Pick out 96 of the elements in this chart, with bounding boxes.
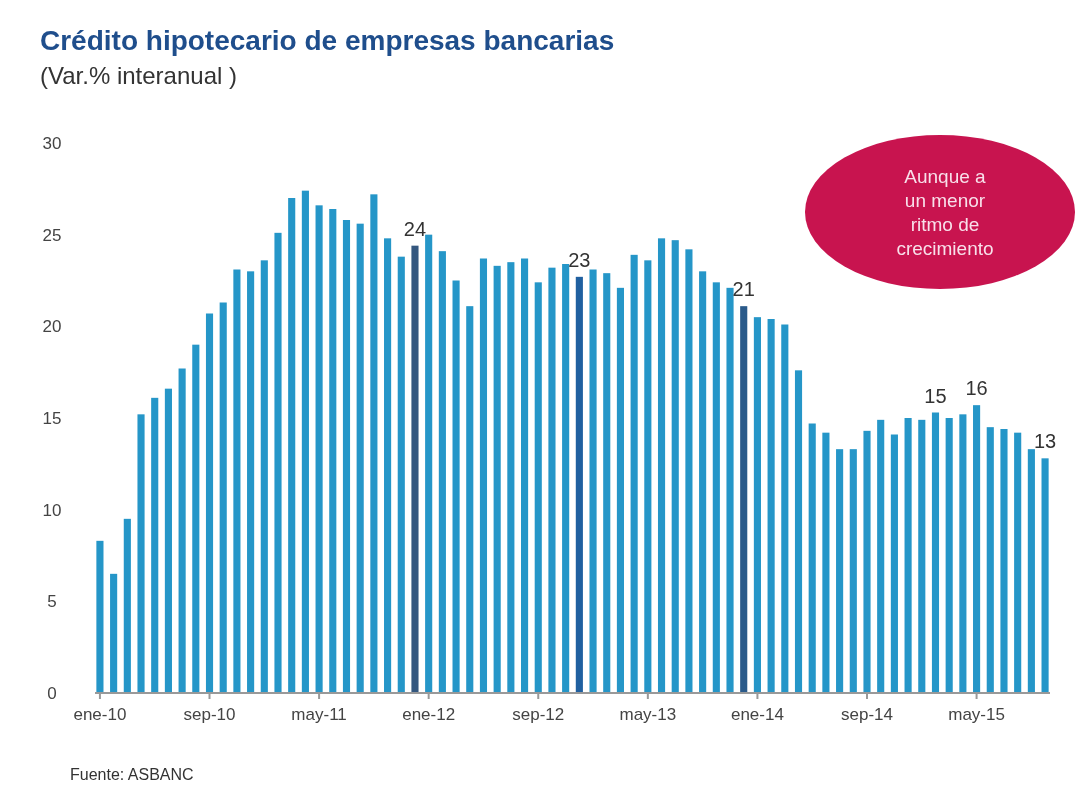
bar <box>630 254 638 693</box>
bar <box>178 368 186 693</box>
data-label: 16 <box>965 377 988 400</box>
bar <box>959 414 967 693</box>
bar <box>863 430 871 693</box>
x-tick-label: ene-14 <box>730 705 784 724</box>
bar <box>521 258 529 693</box>
bar <box>370 194 378 693</box>
chart-subtitle: (Var.% interanual ) <box>40 62 237 89</box>
x-tick-label: ene-10 <box>73 705 127 724</box>
bar <box>657 238 666 693</box>
data-label: 23 <box>568 248 591 271</box>
bar <box>931 412 940 693</box>
bar <box>986 427 994 693</box>
bar <box>425 234 433 693</box>
bar <box>973 405 981 693</box>
bar <box>726 287 734 693</box>
y-tick-label: 0 <box>47 683 57 703</box>
data-label: 13 <box>1033 430 1057 453</box>
x-tick-label: ene-12 <box>402 705 456 724</box>
bar <box>397 256 405 693</box>
bar <box>548 267 556 693</box>
bar <box>493 265 501 693</box>
y-tick-label: 15 <box>42 408 62 428</box>
bar <box>671 240 679 693</box>
data-label: 24 <box>403 217 427 240</box>
source-note: Fuente: ASBANC <box>70 766 194 783</box>
bar <box>1027 449 1035 693</box>
bar <box>685 249 693 693</box>
bar <box>438 251 446 693</box>
y-tick-label: 30 <box>42 133 62 153</box>
bar <box>205 313 214 693</box>
x-tick-label: sep-10 <box>183 705 236 724</box>
bar <box>1041 458 1049 693</box>
bar <box>466 306 474 693</box>
bar <box>918 419 926 693</box>
bar <box>192 344 200 693</box>
data-label: 15 <box>924 384 947 407</box>
bar <box>808 423 816 693</box>
bar <box>164 388 172 693</box>
bar <box>644 260 652 693</box>
bar <box>96 540 104 693</box>
data-label: 21 <box>732 278 755 301</box>
bar <box>699 271 707 693</box>
bar <box>1000 429 1008 693</box>
bar <box>274 232 282 693</box>
bar <box>712 282 720 693</box>
bar <box>849 449 857 693</box>
x-tick-label: may-15 <box>948 705 1005 724</box>
annotation: Aunque a un menor ritmo de crecimiento <box>896 165 994 259</box>
x-tick-label: may-13 <box>619 705 677 724</box>
bar <box>151 397 159 693</box>
bar <box>836 449 844 693</box>
bar <box>616 287 624 693</box>
bar <box>822 432 830 693</box>
bar <box>411 245 419 693</box>
bar <box>890 434 898 693</box>
bar <box>794 370 803 693</box>
bar <box>288 198 296 693</box>
bar <box>110 573 118 693</box>
bar <box>534 282 542 693</box>
bar <box>356 223 364 693</box>
y-tick-label: 5 <box>47 592 57 612</box>
y-tick-label: 10 <box>42 500 62 520</box>
x-tick-label: sep-12 <box>512 705 565 724</box>
chart-title: Crédito hipotecario de empresas bancarias <box>40 25 615 56</box>
bar <box>507 262 515 693</box>
bar <box>589 269 597 693</box>
bar <box>945 418 953 693</box>
y-tick-label: 20 <box>42 317 62 337</box>
bar <box>342 220 351 693</box>
bar <box>781 324 789 693</box>
bar <box>740 306 748 693</box>
bar <box>904 418 912 693</box>
bar <box>562 264 570 693</box>
bar <box>753 317 761 693</box>
bar <box>479 258 488 693</box>
bar <box>329 209 337 693</box>
x-tick-label: sep-14 <box>841 705 893 724</box>
bar <box>233 269 241 693</box>
bar <box>767 319 775 693</box>
bar <box>247 271 255 693</box>
y-tick-label: 25 <box>42 225 62 245</box>
bar <box>123 518 131 693</box>
bar <box>575 276 583 693</box>
x-tick-label: may-11 <box>291 705 347 724</box>
bar <box>301 190 309 693</box>
bar <box>384 238 392 693</box>
bar <box>260 260 268 693</box>
bar <box>219 302 227 693</box>
bar <box>877 419 885 693</box>
bar <box>315 205 323 693</box>
bar <box>452 280 460 693</box>
bar <box>137 414 145 693</box>
bar <box>1014 432 1022 693</box>
bar <box>603 273 611 693</box>
